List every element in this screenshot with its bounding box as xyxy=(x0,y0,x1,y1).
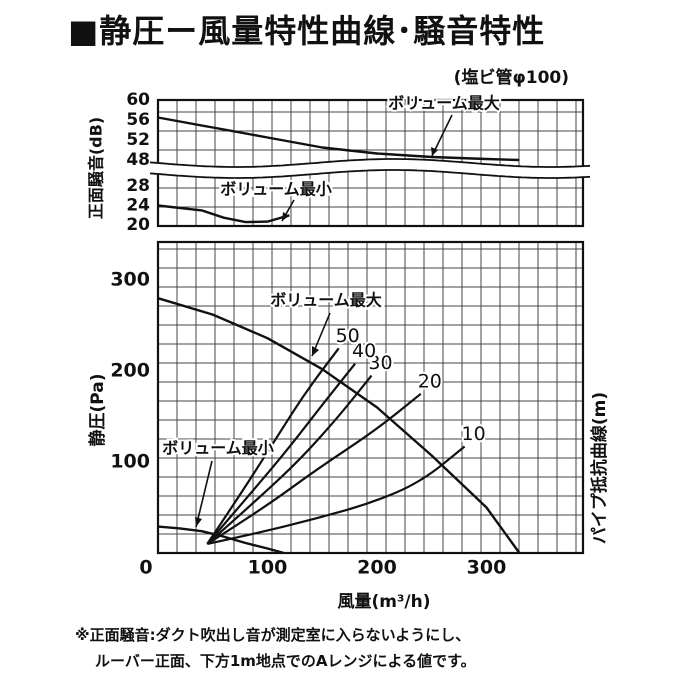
pressure-min-series xyxy=(157,525,285,555)
pressure-max-series xyxy=(157,297,521,554)
noise-ytick-label: 52 xyxy=(126,130,150,150)
pipe-curve-label-40: 40 xyxy=(352,340,376,362)
pressure-max-label: ボリューム最大 xyxy=(270,291,382,310)
pipe-curve-label-10: 10 xyxy=(462,423,486,445)
noise-axis-break-line xyxy=(149,158,591,168)
noise-min-series xyxy=(157,204,290,224)
pressure-min-label: ボリューム最小 xyxy=(162,439,274,458)
noise-axis-break-line xyxy=(149,169,591,179)
pressure-xtick-label: 100 xyxy=(248,557,288,579)
pipe-curve-label-30: 30 xyxy=(368,352,392,374)
noise-max-arrow xyxy=(431,147,438,156)
pipe-curve-10 xyxy=(207,445,466,545)
noise-ytick-label: 60 xyxy=(126,90,150,110)
chart-title: ■静圧ー風量特性曲線･騒音特性 xyxy=(68,12,546,50)
footnote-line-1: ※正面騒音:ダクト吹出し音が測定室に入らないようにし、 xyxy=(75,626,471,644)
pipe-curve-30 xyxy=(206,374,373,545)
pressure-xlabel: 風量(m³/h) xyxy=(337,591,430,612)
pressure-xtick-label: 200 xyxy=(357,557,397,579)
pipe-curve-label-20: 20 xyxy=(418,370,442,392)
noise-ylabel: 正面騒音(dB) xyxy=(87,117,106,219)
pressure-grid xyxy=(156,240,585,555)
pressure-min-arrow xyxy=(195,517,202,527)
footnote-line-2: ルーバー正面、下方1m地点でのAレンジによる値です。 xyxy=(95,652,476,670)
pressure-ylabel: 静圧(Pa) xyxy=(87,373,108,446)
noise-ytick-label: 56 xyxy=(126,110,150,130)
pressure-y2label: パイプ抵抗曲線(m) xyxy=(589,392,610,544)
pressure-max-arrow xyxy=(312,346,319,356)
noise-axis-break-band xyxy=(150,159,590,178)
pressure-xtick-label: 0 xyxy=(139,557,152,579)
pipe-curve-label-50: 50 xyxy=(336,325,360,347)
pipe-curve-40 xyxy=(206,363,356,545)
pressure-ytick-label: 300 xyxy=(110,269,150,291)
noise-max-series xyxy=(157,116,520,162)
pipe-curve-50 xyxy=(206,347,340,545)
noise-ytick-label: 24 xyxy=(126,196,150,216)
noise-ytick-label: 48 xyxy=(126,150,150,170)
noise-max-label: ボリューム最大 xyxy=(388,94,500,113)
footnote: ※正面騒音:ダクト吹出し音が測定室に入らないようにし、 ルーバー正面、下方1m地… xyxy=(75,622,476,674)
pressure-ytick-label: 100 xyxy=(110,451,150,473)
pressure-min-leader xyxy=(195,460,213,528)
noise-min-label: ボリューム最小 xyxy=(220,180,332,199)
noise-ytick-label: 28 xyxy=(126,176,150,196)
pipe-curve-20 xyxy=(206,392,422,545)
pressure-frame xyxy=(156,240,585,555)
noise-min-arrow xyxy=(282,212,289,221)
noise-ytick-label: 20 xyxy=(126,215,150,235)
noise-annotation: (塩ビ管φ100) xyxy=(454,67,569,88)
pressure-ytick-label: 200 xyxy=(110,360,150,382)
pressure-xtick-label: 300 xyxy=(467,557,507,579)
